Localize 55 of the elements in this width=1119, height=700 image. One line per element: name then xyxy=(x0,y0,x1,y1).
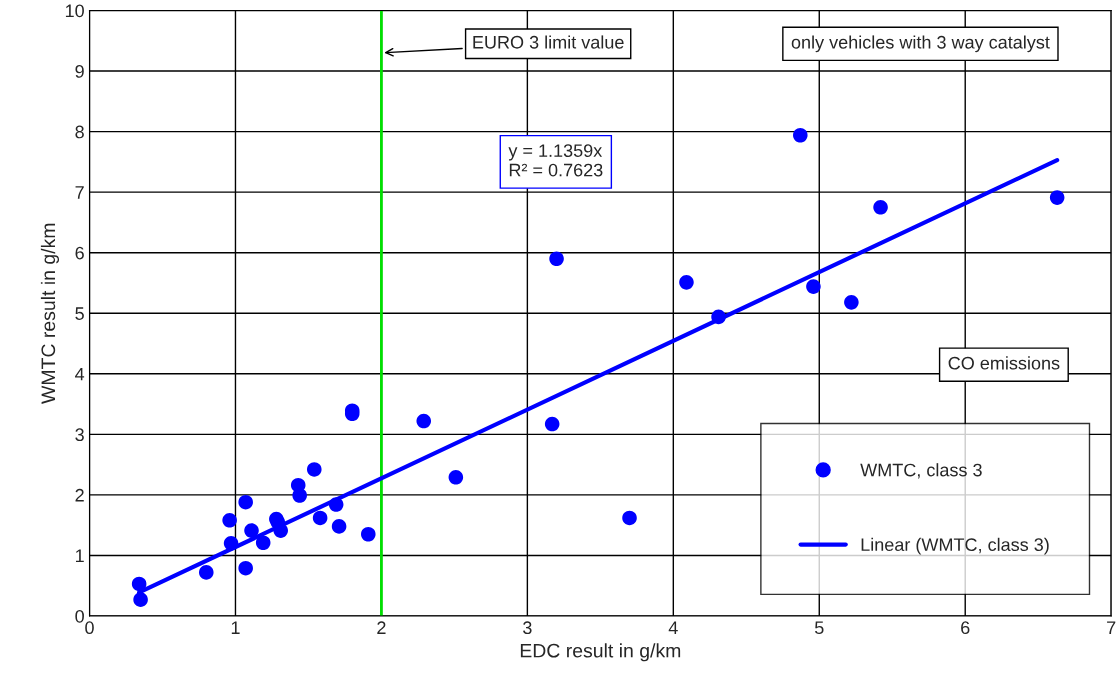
x-tick-label: 2 xyxy=(377,621,386,634)
point xyxy=(711,309,726,325)
point xyxy=(361,526,376,542)
point xyxy=(622,510,637,526)
point xyxy=(328,497,344,512)
point xyxy=(292,488,307,503)
point xyxy=(244,523,259,538)
y-tick-label: 9 xyxy=(75,64,84,78)
x-axis-title: EDC result in g/km xyxy=(520,643,681,662)
y-axis-title: WMTC result in g/km xyxy=(40,223,60,404)
point xyxy=(238,560,253,576)
y-tick-label: 6 xyxy=(75,246,84,260)
point xyxy=(223,536,239,551)
point xyxy=(133,592,148,607)
x-tick-label: 6 xyxy=(961,621,970,635)
annotation: CO emissions xyxy=(948,356,1060,370)
point xyxy=(844,295,859,310)
point xyxy=(199,565,214,580)
y-tick-label: 1 xyxy=(76,549,84,562)
point xyxy=(1049,190,1065,205)
point xyxy=(331,519,347,534)
y-tick-label: 7 xyxy=(75,186,84,199)
legend-label: Linear (WMTC, class 3) xyxy=(861,537,1049,555)
x-tick-label: 0 xyxy=(85,621,94,635)
annotation: y = 1.1359x R² = 0.7623 xyxy=(508,144,603,177)
x-tick-label: 1 xyxy=(231,621,240,634)
y-tick-label: 8 xyxy=(75,125,84,139)
y-tick-label: 0 xyxy=(75,609,84,623)
x-tick-label: 7 xyxy=(1107,621,1116,634)
point xyxy=(222,513,237,528)
point xyxy=(679,275,694,290)
point xyxy=(312,510,328,526)
point xyxy=(131,576,147,592)
point xyxy=(793,127,808,143)
ref-line-label: EURO 3 limit value xyxy=(473,35,624,49)
point xyxy=(544,416,560,432)
point xyxy=(873,200,888,215)
y-tick-label: 4 xyxy=(75,367,85,381)
point xyxy=(238,494,253,510)
point xyxy=(307,462,322,477)
point xyxy=(273,523,288,538)
x-tick-label: 3 xyxy=(523,621,532,635)
y-tick-label: 2 xyxy=(75,488,84,502)
annotation: only vehicles with 3 way catalyst xyxy=(791,35,1050,53)
point xyxy=(448,470,464,485)
point xyxy=(255,535,271,551)
point xyxy=(549,251,564,267)
legend-label: WMTC, class 3 xyxy=(860,463,982,479)
y-tick-label: 10 xyxy=(65,4,84,18)
y-tick-label: 5 xyxy=(75,307,84,320)
y-tick-label: 3 xyxy=(75,428,84,442)
x-tick-label: 4 xyxy=(668,621,678,634)
point xyxy=(416,413,432,429)
point xyxy=(806,279,821,294)
x-tick-label: 5 xyxy=(814,621,824,635)
